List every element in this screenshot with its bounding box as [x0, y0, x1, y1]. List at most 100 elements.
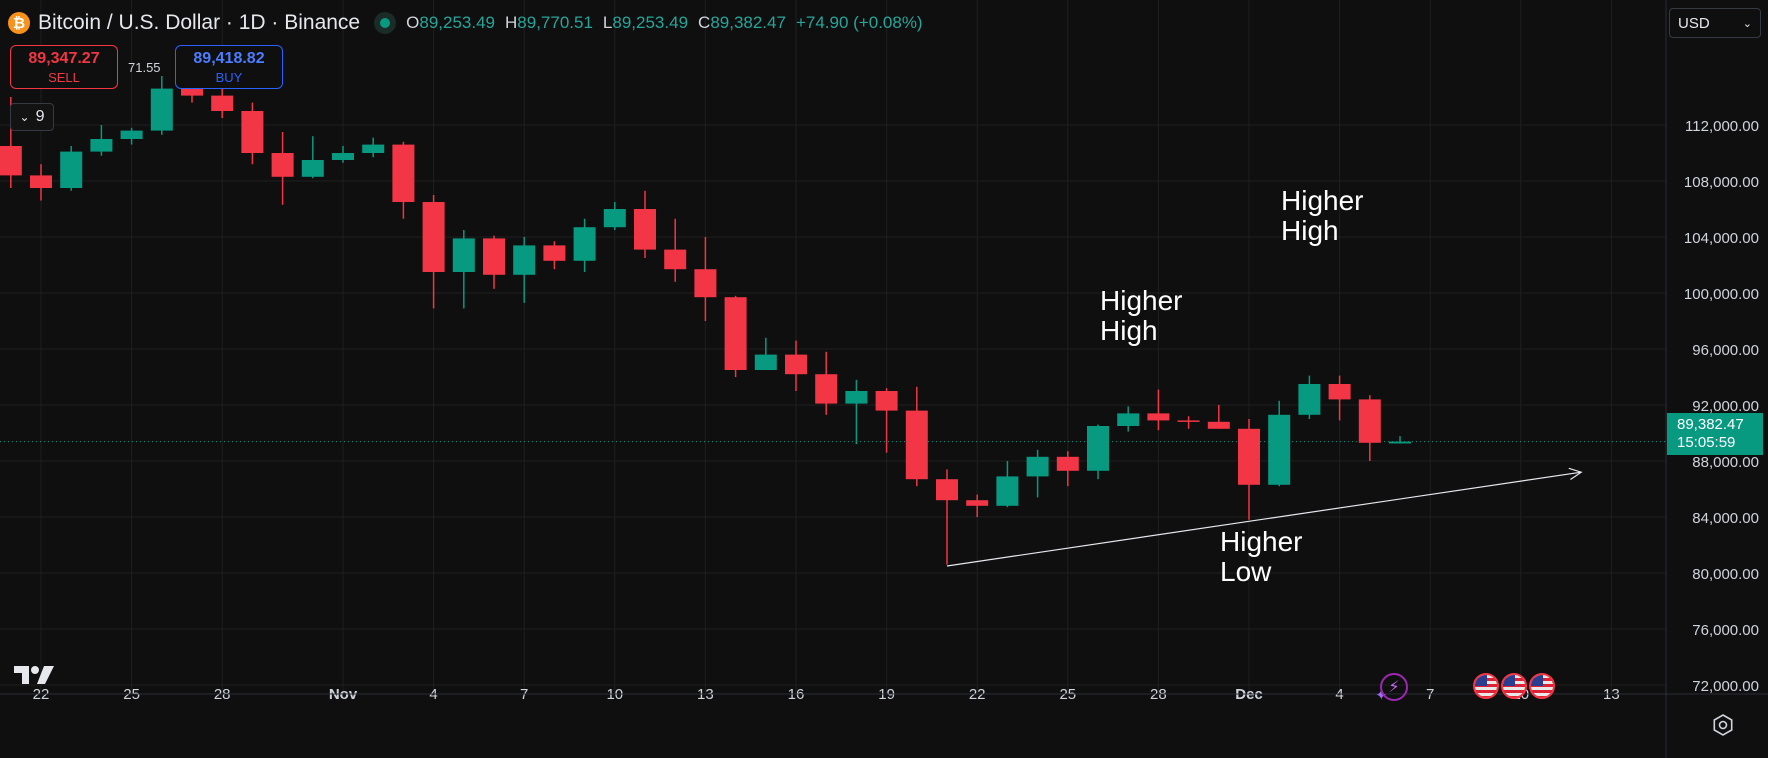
candle-body	[936, 479, 958, 501]
high-value: 89,770.51	[517, 13, 593, 32]
candle-body	[150, 88, 173, 131]
indicators-toggle-button[interactable]: ⌄ 9	[10, 103, 54, 131]
low-key: L	[602, 13, 613, 32]
ohlc-open: O89,253.49	[406, 13, 495, 33]
candle-body	[332, 153, 354, 160]
annotation-higher-low[interactable]: Higher Low	[1220, 527, 1302, 587]
y-axis-tick-label: 104,000.00	[1684, 230, 1759, 247]
candle-body	[60, 151, 83, 188]
candle-body	[483, 238, 505, 275]
close-key: C	[698, 13, 711, 32]
candle-body	[30, 175, 52, 188]
annotation-higher-high-1[interactable]: Higher High	[1100, 286, 1182, 346]
trend-arrow-head	[1568, 467, 1583, 481]
close-value: 89,382.47	[710, 13, 786, 32]
y-axis-tick-label: 80,000.00	[1692, 566, 1759, 583]
candle-body	[211, 95, 234, 111]
candle-body	[513, 245, 536, 275]
annotation-line: Higher	[1100, 285, 1183, 316]
candle-body	[815, 374, 838, 404]
indicators-count: 9	[35, 108, 45, 125]
candle-body	[694, 269, 717, 298]
high-key: H	[505, 13, 518, 32]
price-change: +74.90 (+0.08%)	[795, 13, 923, 32]
candle-body	[634, 209, 656, 250]
candle-body	[664, 249, 687, 270]
buy-label: BUY	[215, 70, 243, 85]
candle-body	[1117, 413, 1140, 426]
candle-body	[1026, 456, 1049, 477]
last-price-value: 89,382.47	[1677, 416, 1744, 433]
y-axis-tick-label: 92,000.00	[1692, 398, 1759, 415]
trend-arrow-line	[946, 471, 1582, 567]
candle-body	[362, 144, 385, 153]
annotation-line: Low	[1220, 556, 1272, 587]
candle-body	[181, 88, 203, 96]
candle-body	[543, 245, 566, 261]
symbol-title[interactable]: Bitcoin / U.S. Dollar · 1D · Binance	[38, 11, 361, 34]
us-flag-event-icon[interactable]	[1501, 673, 1527, 699]
ohlc-low: L89,253.49	[603, 13, 688, 33]
currency-select[interactable]: USD ⌄	[1669, 8, 1761, 38]
candle-body	[1358, 399, 1381, 443]
candle-body	[271, 153, 294, 177]
lightning-icon[interactable]: ⚡	[1380, 673, 1408, 701]
market-open-dot	[380, 18, 391, 28]
y-axis-tick-label: 72,000.00	[1692, 678, 1759, 695]
economic-events	[1473, 673, 1557, 699]
buy-button[interactable]: 89,418.82 BUY	[175, 45, 283, 89]
candle-body	[785, 354, 807, 375]
us-flag-event-icon[interactable]	[1473, 673, 1499, 699]
candle-body	[905, 410, 928, 480]
us-flag-event-icon[interactable]	[1529, 673, 1555, 699]
candle-body	[875, 391, 898, 411]
candle-body	[573, 227, 596, 261]
candle-body	[1268, 414, 1291, 485]
currency-label: USD	[1678, 14, 1710, 32]
open-key: O	[406, 13, 420, 32]
y-axis-tick-label: 100,000.00	[1684, 286, 1759, 303]
annotation-line: Higher	[1281, 185, 1364, 216]
y-axis-tick-label: 84,000.00	[1692, 510, 1759, 527]
candle-body	[724, 297, 747, 370]
candle-body	[1298, 384, 1321, 415]
buy-price: 89,418.82	[193, 50, 265, 67]
candle-body	[120, 130, 143, 139]
candle-body	[1238, 428, 1260, 485]
open-value: 89,253.49	[419, 13, 495, 32]
candle-body	[1177, 420, 1200, 422]
last-price-label: 89,382.47 15:05:59	[1667, 413, 1763, 455]
candle-body	[996, 476, 1019, 506]
low-value: 89,253.49	[612, 13, 689, 32]
y-axis-tick-label: 76,000.00	[1692, 622, 1759, 639]
candle-body	[392, 144, 415, 202]
bar-countdown: 15:05:59	[1677, 434, 1736, 451]
candle-body	[241, 111, 264, 153]
annotation-higher-high-2[interactable]: Higher High	[1281, 186, 1363, 246]
chevron-down-icon: ⌄	[19, 110, 30, 124]
candle-body	[422, 202, 445, 272]
y-axis-tick-label: 96,000.00	[1692, 342, 1759, 359]
candle-body	[1207, 421, 1230, 429]
candle-body	[301, 160, 324, 177]
y-axis-tick-label: 88,000.00	[1692, 454, 1759, 471]
candle-body	[845, 391, 868, 404]
market-status-icon[interactable]	[374, 12, 397, 34]
bitcoin-icon: ₿	[8, 12, 30, 34]
sell-price: 89,347.27	[28, 50, 100, 67]
sell-button[interactable]: 89,347.27 SELL	[10, 45, 118, 89]
candle-body	[603, 209, 626, 228]
annotation-line: High	[1100, 315, 1158, 346]
tradingview-logo-icon[interactable]	[14, 664, 58, 688]
chevron-down-icon: ⌄	[1742, 17, 1752, 30]
ohlc-close: C89,382.47	[698, 13, 786, 33]
annotation-line: High	[1281, 215, 1339, 246]
candle-body	[754, 354, 777, 370]
y-axis-tick-label: 112,000.00	[1685, 118, 1759, 135]
settings-icon[interactable]	[1712, 714, 1734, 736]
candle-body	[1328, 384, 1351, 400]
candle-body	[0, 146, 22, 176]
annotation-line: Higher	[1220, 526, 1303, 557]
